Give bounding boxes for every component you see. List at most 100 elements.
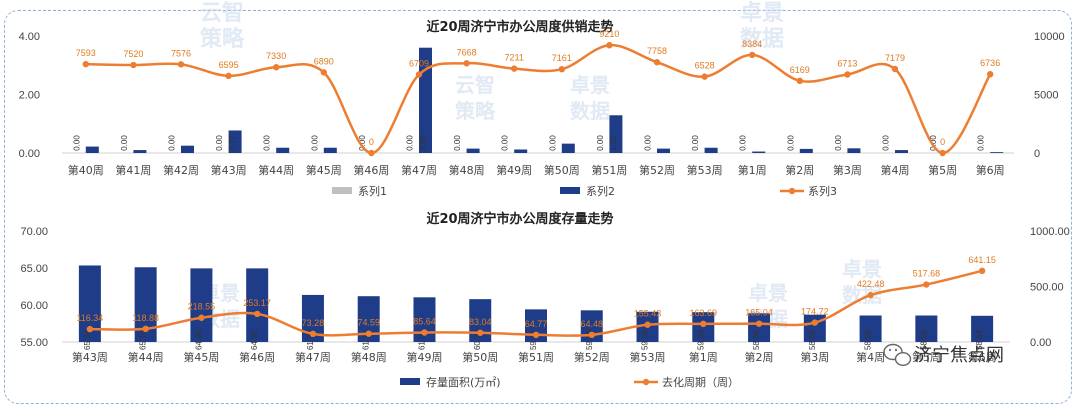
c1-right-tick: 10000 <box>1034 31 1065 43</box>
c1-x-tick: 第45周 <box>306 163 342 177</box>
c2-bar <box>859 315 882 342</box>
c1-x-tick: 第52周 <box>639 163 675 177</box>
c2-x-tick: 第48周 <box>351 350 387 364</box>
c1-line-label: 7179 <box>885 53 905 63</box>
c2-line-point <box>755 320 763 327</box>
c2-x-tick: 第43周 <box>72 350 108 364</box>
c2-line-label: 64.77 <box>525 319 548 329</box>
c2-right-tick: 1000.00 <box>1030 226 1070 238</box>
c1-x-tick: 第49周 <box>496 163 532 177</box>
c2-line-label: 155.43 <box>634 309 662 319</box>
c1-line-label: 7593 <box>76 48 96 58</box>
c2-bar-label: 59.09 <box>641 329 650 350</box>
c1-left-tick: 4.00 <box>19 31 40 43</box>
c1-x-tick: 第1周 <box>738 163 767 177</box>
c2-line-label: 253.17 <box>243 298 271 308</box>
c2-bar-label: 59.03 <box>696 329 705 350</box>
c2-right-tick: 0.00 <box>1030 337 1051 349</box>
c1-bar-label: 0.00 <box>882 135 891 151</box>
c2-line-point <box>644 321 651 328</box>
chart2-title: 近20周济宁市办公周度存量走势 <box>426 211 613 227</box>
c2-line-label: 74.59 <box>357 318 380 328</box>
c1-bar <box>990 152 1004 153</box>
c1-line-label: 7576 <box>171 48 191 58</box>
c1-right-tick: 5000 <box>1034 90 1058 102</box>
c2-bar-label: 58.69 <box>808 329 817 350</box>
c1-bar <box>323 147 337 153</box>
c2-line-label: 73.28 <box>302 318 325 328</box>
c2-line-point <box>421 329 428 336</box>
c1-line-point <box>606 42 613 49</box>
c1-x-tick: 第46周 <box>353 163 389 177</box>
c1-bar-label: 0.00 <box>310 135 319 151</box>
c1-bar-label: 0.00 <box>596 135 605 151</box>
c2-line-point <box>253 310 261 318</box>
c2-line-point <box>86 325 94 333</box>
c1-line-label: 0 <box>940 137 945 147</box>
c2-legend-label: 去化周期（周） <box>662 375 739 389</box>
c1-legend-swatch <box>560 187 580 194</box>
c1-bar-label: 0.00 <box>358 135 367 151</box>
c1-x-tick: 第51周 <box>591 163 627 177</box>
c2-bar-label: 58.58 <box>864 329 873 350</box>
c1-x-tick: 第53周 <box>687 163 723 177</box>
c2-bar <box>971 315 994 342</box>
c2-x-tick: 第3周 <box>800 350 829 364</box>
c1-line-point <box>225 72 232 80</box>
c2-bar-label: 64.95 <box>194 329 203 350</box>
c2-legend-label: 存量面积(万㎡) <box>426 375 501 389</box>
c2-line-point <box>867 291 874 299</box>
c1-line-label: 9210 <box>599 29 619 39</box>
c2-left-tick: 55.00 <box>20 337 48 349</box>
c1-line-point <box>415 71 423 78</box>
svg-text:数据: 数据 <box>570 99 610 123</box>
c2-bar <box>190 268 213 342</box>
brand-text: 济宁焦点网 <box>914 345 1004 366</box>
svg-text:数据: 数据 <box>842 283 882 307</box>
c2-line-point <box>588 331 595 339</box>
c2-x-tick: 第4周 <box>856 350 885 364</box>
c1-legend-marker <box>788 187 796 195</box>
c1-x-tick: 第4周 <box>881 163 910 177</box>
svg-text:卓景: 卓景 <box>842 257 882 281</box>
c1-bar <box>704 147 718 153</box>
c2-bar <box>301 294 324 342</box>
c2-bar <box>413 297 436 342</box>
c1-bar <box>85 146 99 153</box>
c2-bar <box>692 312 715 342</box>
svg-text:策略: 策略 <box>200 26 245 52</box>
c1-bar <box>895 150 908 153</box>
c2-x-tick: 第51周 <box>518 350 554 364</box>
c1-bar <box>752 151 766 153</box>
c1-x-tick: 第2周 <box>785 163 814 177</box>
c1-bar <box>561 143 575 153</box>
svg-text:云智: 云智 <box>455 73 495 97</box>
c1-bar <box>466 148 480 153</box>
c1-line-point <box>701 73 708 80</box>
c1-line-point <box>653 59 661 66</box>
c1-x-tick: 第48周 <box>449 163 485 177</box>
svg-text:策略: 策略 <box>455 99 496 123</box>
c1-bar <box>419 47 432 154</box>
c2-line-point <box>978 267 986 275</box>
c2-x-tick: 第46周 <box>239 350 275 364</box>
c1-line-point <box>511 65 518 72</box>
c1-line-point <box>891 65 899 73</box>
c1-bar-label: 0.00 <box>691 135 700 151</box>
c2-x-tick: 第2周 <box>745 350 774 364</box>
c2-line-label: 116.34 <box>76 313 103 323</box>
c2-x-tick: 第52周 <box>574 350 610 364</box>
c2-line-label: 517.68 <box>913 269 941 279</box>
c1-line-label: 7520 <box>123 49 143 59</box>
c2-line-label: 174.72 <box>801 307 829 317</box>
c1-bar-label: 0.00 <box>644 135 653 151</box>
c2-x-tick: 第50周 <box>462 350 498 364</box>
c2-bar-label: 59.41 <box>529 329 538 350</box>
c2-line-label: 165.04 <box>745 308 773 318</box>
c2-legend-marker <box>642 378 650 386</box>
c1-bar-label: 0.00 <box>453 135 462 151</box>
svg-text:数据: 数据 <box>740 26 784 52</box>
c1-bar <box>133 150 147 153</box>
c1-line-label: 7211 <box>505 53 524 63</box>
